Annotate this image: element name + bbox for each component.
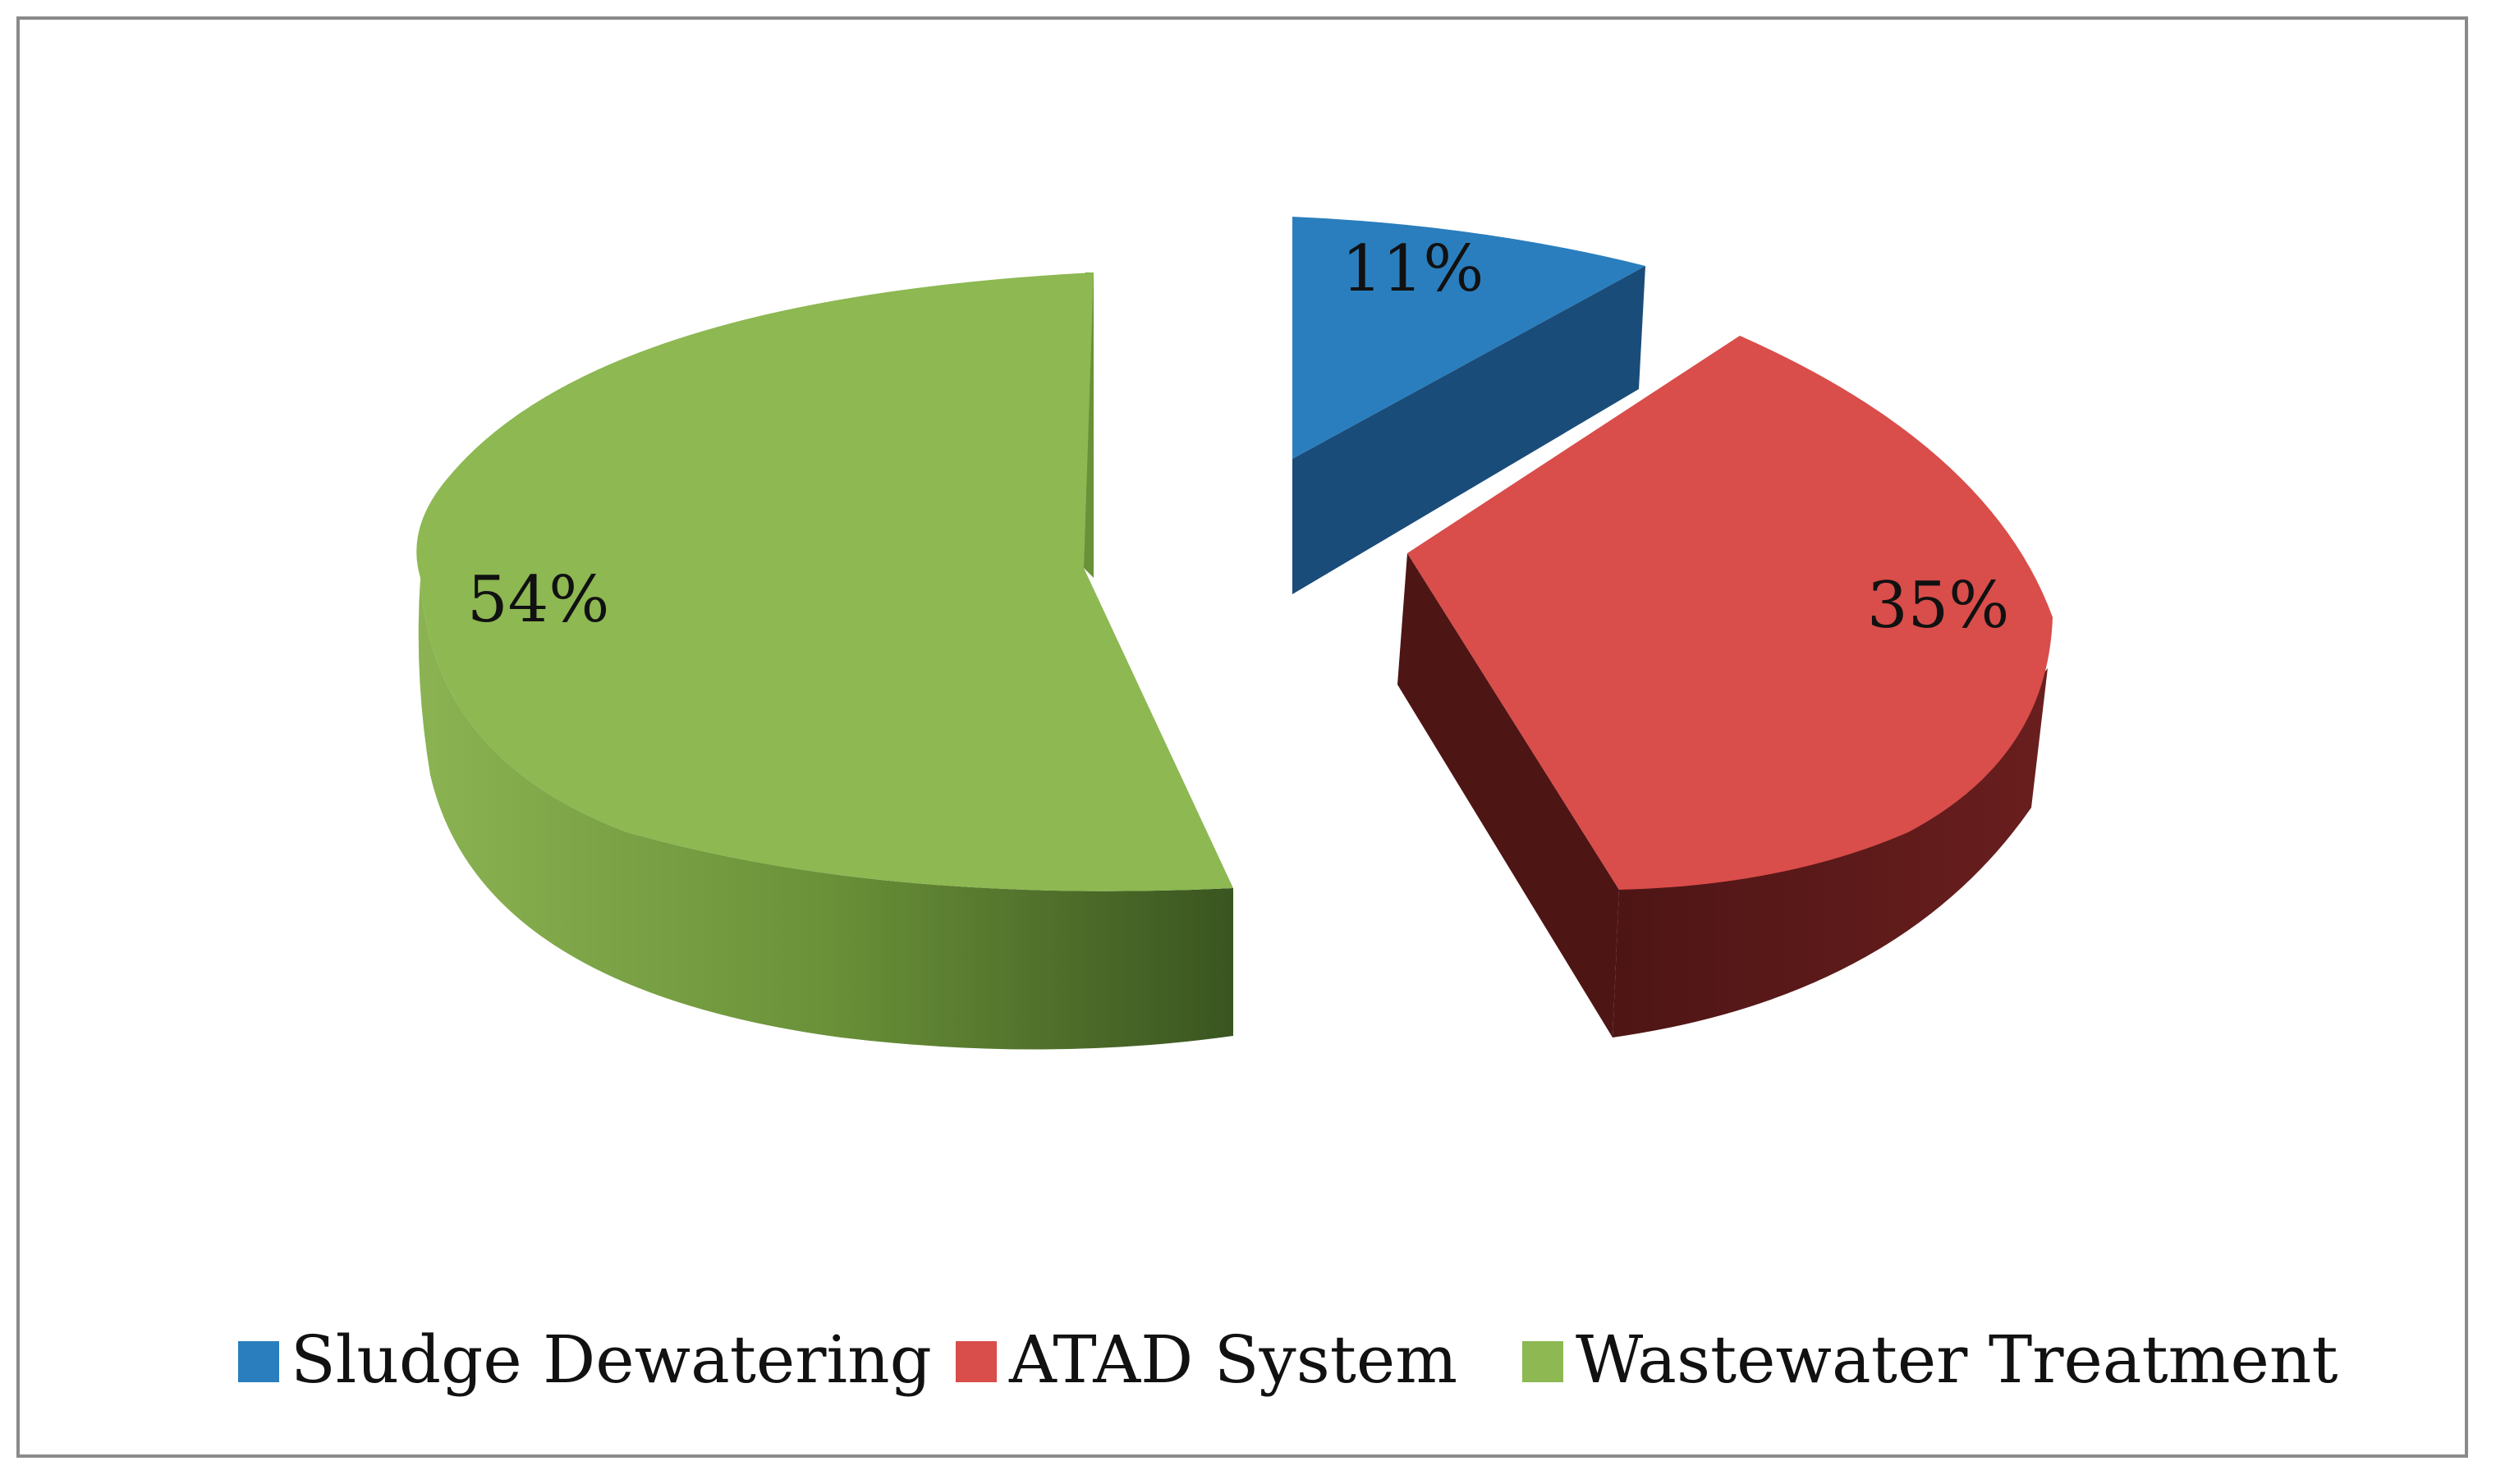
- pie-chart: 11% 35% 54% Sludge Dewatering ATAD Syste…: [238, 217, 2338, 1398]
- legend-label-sludge-dewatering: Sludge Dewatering: [291, 1321, 932, 1398]
- slice-wastewater-treatment: 54%: [416, 273, 1233, 1050]
- slice-wastewater-treatment-top: [416, 273, 1233, 891]
- legend-swatch-wastewater-treatment: [1522, 1341, 1563, 1382]
- data-label-atad-system: 35%: [1867, 569, 2009, 643]
- legend-item-atad-system: ATAD System: [956, 1321, 1457, 1398]
- slice-atad-system: 35%: [1397, 336, 2053, 1037]
- chart-frame: 11% 35% 54% Sludge Dewatering ATAD Syste…: [16, 16, 2468, 1458]
- legend-swatch-sludge-dewatering: [238, 1341, 279, 1382]
- legend-item-sludge-dewatering: Sludge Dewatering: [238, 1321, 932, 1398]
- legend-item-wastewater-treatment: Wastewater Treatment: [1522, 1321, 2338, 1398]
- data-label-sludge-dewatering: 11%: [1342, 232, 1484, 306]
- slice-sludge-dewatering: 11%: [1292, 217, 1645, 594]
- legend-label-wastewater-treatment: Wastewater Treatment: [1576, 1321, 2338, 1398]
- legend-label-atad-system: ATAD System: [1008, 1321, 1457, 1398]
- slice-sludge-dewatering-side: [1292, 266, 1645, 594]
- legend: Sludge Dewatering ATAD System Wastewater…: [238, 1321, 2338, 1398]
- slice-atad-system-top: [1407, 336, 2053, 890]
- legend-swatch-atad-system: [956, 1341, 997, 1382]
- slice-wastewater-treatment-side: [418, 578, 1233, 1050]
- data-label-wastewater-treatment: 54%: [467, 563, 609, 637]
- slice-atad-system-side-cut: [1397, 553, 1619, 1037]
- slice-sludge-dewatering-top: [1292, 217, 1645, 459]
